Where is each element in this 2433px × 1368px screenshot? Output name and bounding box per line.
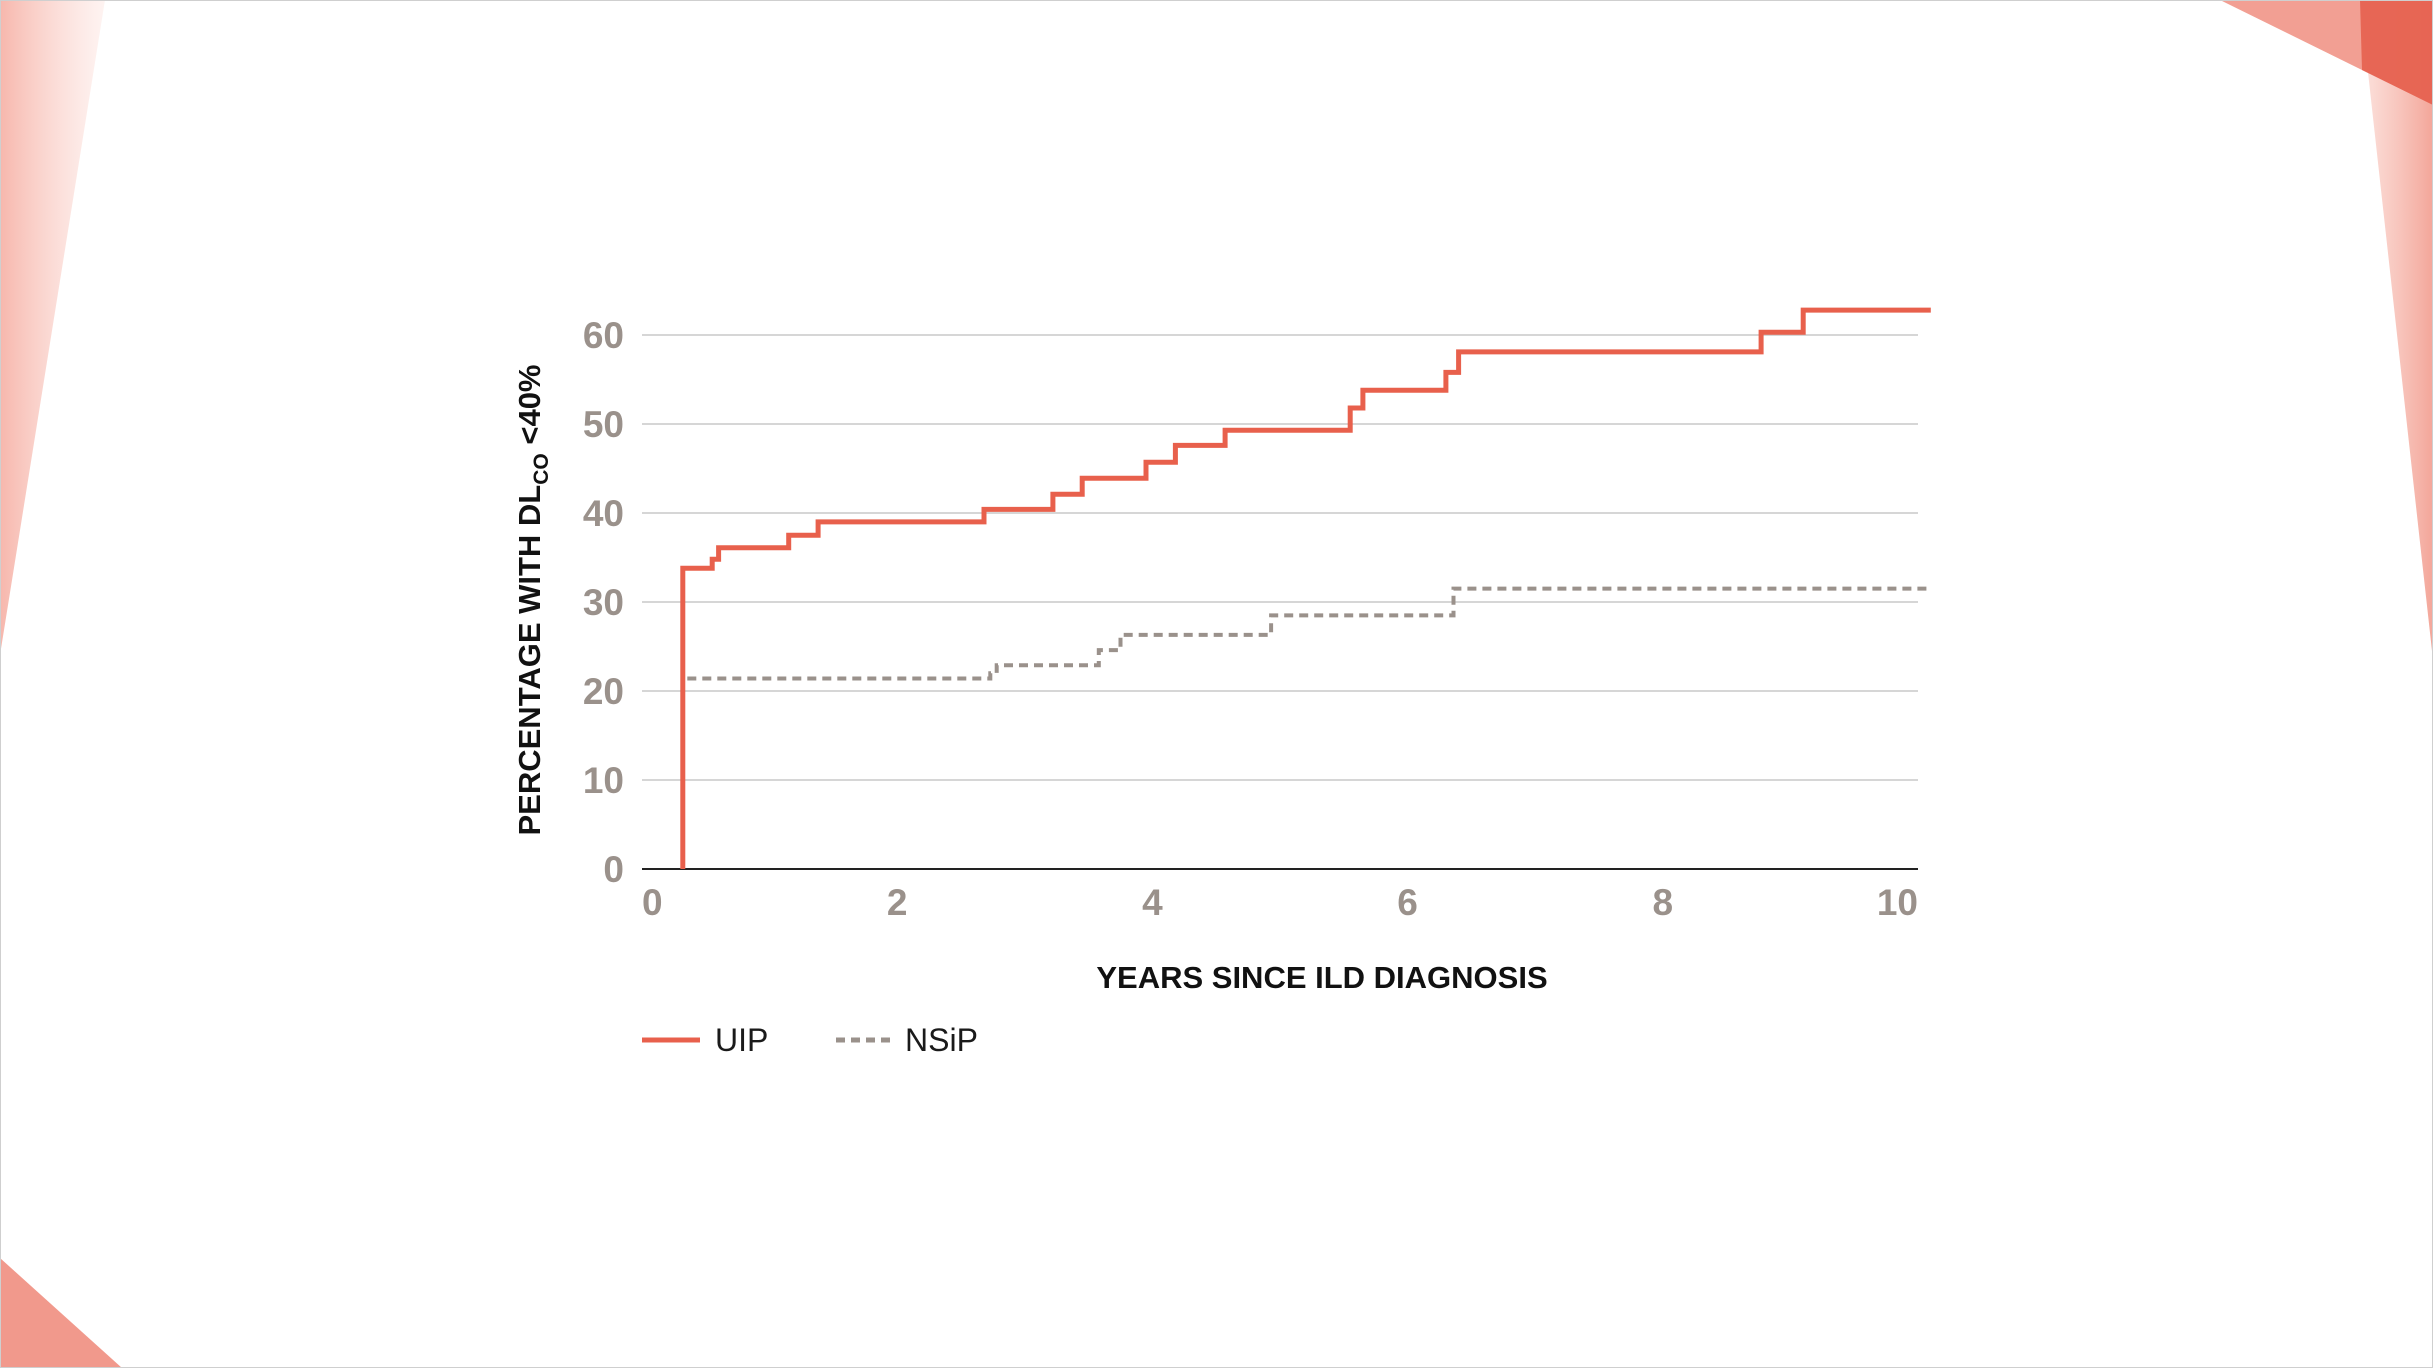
x-tick-label: 0 [642, 882, 663, 923]
y-tick-label: 30 [583, 582, 624, 623]
y-tick-labels: 0 10 20 30 40 50 60 [583, 315, 624, 890]
decor-right-band [2360, 0, 2433, 660]
y-axis-title-subscript: CO [530, 453, 553, 485]
legend: UIP NSiP [642, 1022, 978, 1058]
decor-left-band [0, 0, 105, 655]
y-axis-title-prefix: PERCENTAGE WITH DL [512, 485, 547, 836]
y-tick-label: 0 [603, 849, 624, 890]
x-tick-label: 2 [887, 882, 908, 923]
x-tick-label: 4 [1142, 882, 1163, 923]
y-tick-label: 10 [583, 760, 624, 801]
series-line-nsip [680, 586, 1931, 869]
y-axis-title-suffix: <40% [512, 364, 547, 453]
decor-bottom-left-corner [0, 1258, 122, 1368]
y-tick-label: 40 [583, 493, 624, 534]
x-axis-title: YEARS SINCE ILD DIAGNOSIS [1096, 960, 1547, 995]
legend-nsip-label: NSiP [905, 1022, 978, 1058]
gridlines [642, 334, 1918, 781]
x-tick-label: 6 [1397, 882, 1418, 923]
x-tick-labels: 0 2 4 6 8 10 [642, 882, 1918, 923]
decor-top-right-accent [2360, 0, 2433, 105]
legend-uip-label: UIP [715, 1022, 768, 1058]
y-axis-title: PERCENTAGE WITH DLCO <40% [512, 364, 553, 835]
series-line-uip [680, 307, 1931, 869]
y-tick-label: 20 [583, 671, 624, 712]
x-tick-label: 8 [1653, 882, 1674, 923]
series-layer [680, 307, 1931, 869]
y-tick-label: 50 [583, 404, 624, 445]
y-tick-label: 60 [583, 315, 624, 356]
x-tick-label: 10 [1877, 882, 1918, 923]
